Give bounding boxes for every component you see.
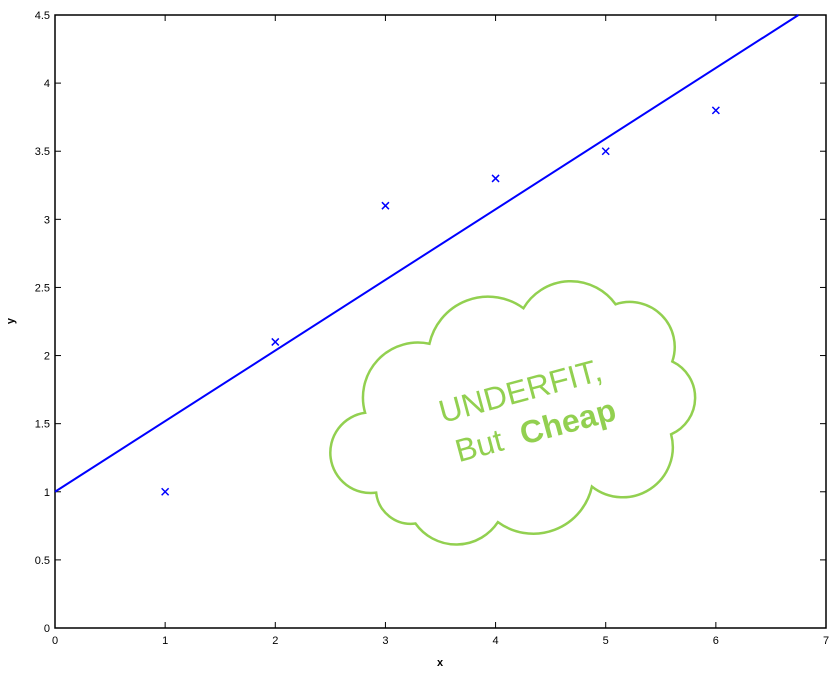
x-axis-label: x bbox=[437, 657, 444, 669]
x-tick-label: 7 bbox=[823, 635, 829, 647]
x-tick-label: 3 bbox=[382, 635, 388, 647]
x-tick-label: 5 bbox=[603, 635, 609, 647]
y-axis-label: y bbox=[5, 317, 17, 324]
x-tick-label: 0 bbox=[52, 635, 58, 647]
x-tick-label: 2 bbox=[272, 635, 278, 647]
y-tick-label: 1.5 bbox=[35, 419, 50, 431]
chart: x y 0123456700.511.522.533.544.5 UNDERFI… bbox=[0, 0, 832, 672]
y-tick-label: 3.5 bbox=[35, 146, 50, 158]
x-tick-label: 6 bbox=[713, 635, 719, 647]
y-tick-label: 2.5 bbox=[35, 282, 50, 294]
y-tick-label: 3 bbox=[44, 214, 50, 226]
y-tick-label: 0.5 bbox=[35, 555, 50, 567]
y-tick-label: 0 bbox=[44, 623, 50, 635]
y-tick-label: 4 bbox=[44, 78, 50, 90]
y-tick-label: 4.5 bbox=[35, 10, 50, 22]
y-tick-label: 1 bbox=[44, 487, 50, 499]
x-tick-label: 1 bbox=[162, 635, 168, 647]
y-tick-label: 2 bbox=[44, 351, 50, 363]
x-tick-label: 4 bbox=[493, 635, 499, 647]
